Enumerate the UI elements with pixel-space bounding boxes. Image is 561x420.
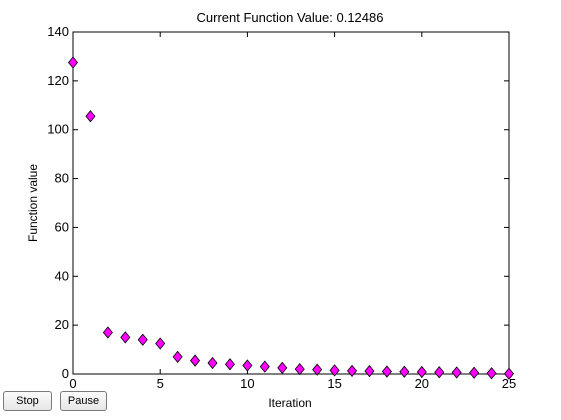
x-tick-label: 25 (502, 376, 516, 391)
data-point (137, 333, 148, 346)
markers-layer (67, 56, 515, 380)
data-point (312, 363, 323, 376)
data-point (347, 364, 358, 377)
data-point (67, 56, 79, 69)
ticks-layer: 0 5 10 15 20 25 0 20 40 60 80 100 120 140 (47, 24, 516, 391)
data-point (155, 337, 166, 350)
pause-button[interactable]: Pause (60, 391, 107, 411)
y-tick-label: 120 (47, 73, 69, 88)
y-tick-label: 100 (47, 122, 69, 137)
y-axis-label: Function value (26, 164, 40, 242)
data-point (451, 366, 462, 379)
axes-box (72, 31, 510, 375)
y-tick-label: 80 (55, 171, 69, 186)
x-tick-label: 10 (240, 376, 254, 391)
x-tick-label: 20 (415, 376, 429, 391)
data-point (120, 331, 131, 344)
y-tick-label: 140 (47, 24, 69, 39)
stop-button[interactable]: Stop (3, 391, 52, 411)
data-point (294, 362, 305, 376)
data-point (399, 365, 410, 378)
data-point (242, 359, 253, 372)
data-point (434, 366, 445, 379)
x-tick-label: 5 (157, 376, 164, 391)
data-point (486, 367, 497, 380)
x-tick-label: 0 (69, 376, 76, 391)
data-point (503, 367, 515, 380)
x-tick-label: 15 (327, 376, 341, 391)
data-point (102, 326, 113, 339)
y-tick-label: 40 (55, 268, 69, 283)
y-tick-label: 0 (62, 366, 69, 381)
data-point (329, 364, 340, 377)
data-point (277, 361, 288, 375)
data-point (469, 366, 480, 379)
data-point (364, 364, 375, 378)
data-point (190, 354, 201, 367)
data-point (207, 356, 218, 370)
x-axis-label: Iteration (268, 396, 311, 410)
y-tick-label: 20 (55, 317, 69, 332)
data-point (381, 365, 392, 378)
data-point (416, 365, 427, 379)
data-point (259, 360, 270, 373)
data-point (85, 110, 96, 123)
data-point (224, 358, 235, 371)
chart-title: Current Function Value: 0.12486 (197, 10, 384, 25)
y-tick-label: 60 (55, 219, 69, 234)
data-point (172, 350, 183, 364)
